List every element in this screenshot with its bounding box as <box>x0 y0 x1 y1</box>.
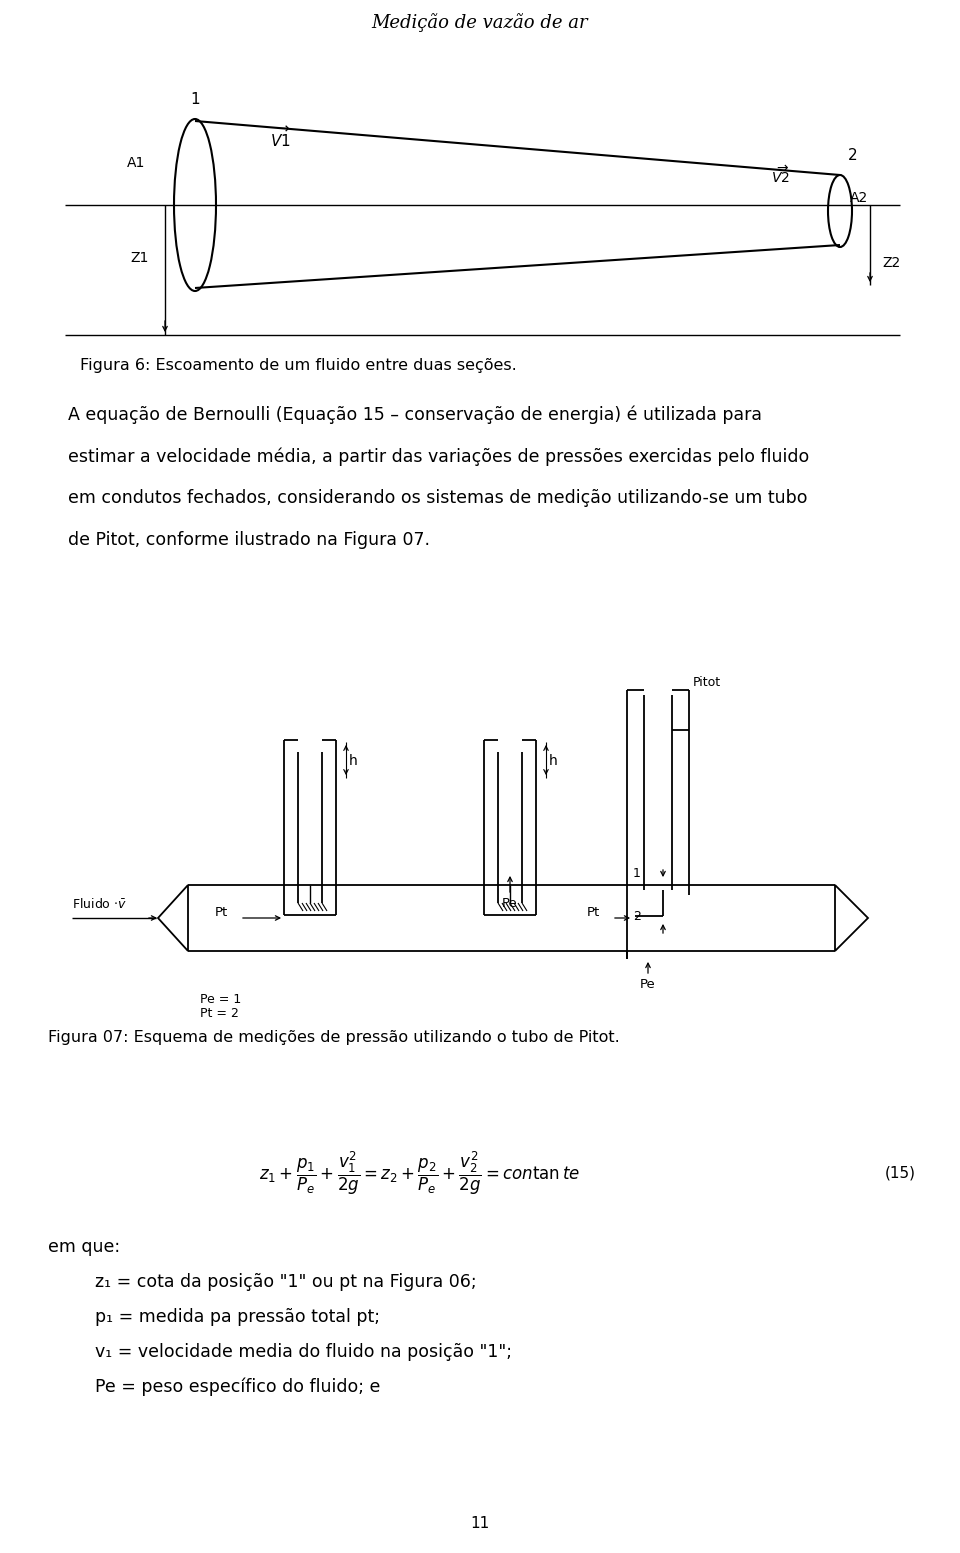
Text: Pe: Pe <box>502 898 517 910</box>
Text: 11: 11 <box>470 1516 490 1531</box>
Text: Fluido $\cdot\bar{v}$: Fluido $\cdot\bar{v}$ <box>72 898 127 912</box>
Text: Pe = peso específico do fluido; e: Pe = peso específico do fluido; e <box>95 1378 380 1396</box>
Text: Medição de vazão de ar: Medição de vazão de ar <box>372 12 588 33</box>
Text: em que:: em que: <box>48 1238 120 1256</box>
Text: 1: 1 <box>190 92 200 107</box>
Text: em condutos fechados, considerando os sistemas de medição utilizando-se um tubo: em condutos fechados, considerando os si… <box>68 489 807 506</box>
Text: estimar a velocidade média, a partir das variações de pressões exercidas pelo fl: estimar a velocidade média, a partir das… <box>68 447 809 466</box>
Text: Pt: Pt <box>587 905 600 918</box>
Text: 1: 1 <box>634 867 641 881</box>
Text: Pe: Pe <box>640 978 656 991</box>
Text: $\overrightarrow{V1}$: $\overrightarrow{V1}$ <box>270 126 291 151</box>
Text: $\overrightarrow{V2}$: $\overrightarrow{V2}$ <box>771 165 790 186</box>
Text: A2: A2 <box>850 191 868 205</box>
Text: Z2: Z2 <box>882 256 900 270</box>
Text: h: h <box>549 755 558 769</box>
Text: A equação de Bernoulli (Equação 15 – conservação de energia) é utilizada para: A equação de Bernoulli (Equação 15 – con… <box>68 405 762 424</box>
Text: (15): (15) <box>884 1165 916 1180</box>
Text: h: h <box>349 755 358 769</box>
Text: 2: 2 <box>848 148 857 163</box>
Text: 2: 2 <box>634 910 641 922</box>
Text: Figura 6: Escoamento de um fluido entre duas seções.: Figura 6: Escoamento de um fluido entre … <box>80 359 516 373</box>
Text: Z1: Z1 <box>131 252 149 266</box>
Text: z₁ = cota da posição "1" ou pt na Figura 06;: z₁ = cota da posição "1" ou pt na Figura… <box>95 1273 476 1291</box>
Text: $z_1 + \dfrac{p_1}{P_e} + \dfrac{v_1^2}{2g} = z_2 + \dfrac{p_2}{P_e} + \dfrac{v_: $z_1 + \dfrac{p_1}{P_e} + \dfrac{v_1^2}{… <box>259 1149 581 1197</box>
Text: de Pitot, conforme ilustrado na Figura 07.: de Pitot, conforme ilustrado na Figura 0… <box>68 531 430 550</box>
Text: Pt = 2: Pt = 2 <box>200 1006 239 1020</box>
Text: Pe = 1: Pe = 1 <box>200 992 241 1006</box>
Text: v₁ = velocidade media do fluido na posição "1";: v₁ = velocidade media do fluido na posiç… <box>95 1343 512 1360</box>
Text: A1: A1 <box>127 155 145 169</box>
Text: Pitot: Pitot <box>693 676 721 688</box>
Text: Figura 07: Esquema de medições de pressão utilizando o tubo de Pitot.: Figura 07: Esquema de medições de pressã… <box>48 1030 620 1045</box>
Text: p₁ = medida pa pressão total pt;: p₁ = medida pa pressão total pt; <box>95 1308 380 1326</box>
Text: Pt: Pt <box>215 905 228 918</box>
